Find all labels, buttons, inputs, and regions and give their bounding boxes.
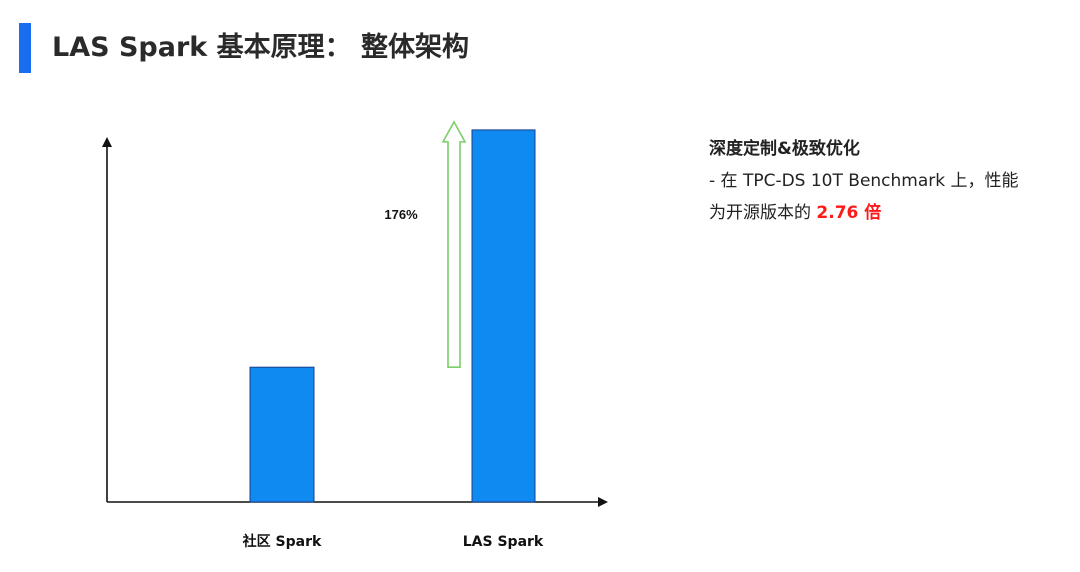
increase-annotation-label: 176% bbox=[384, 207, 418, 222]
x-tick-label-las-spark: LAS Spark bbox=[463, 534, 544, 550]
speedup-highlight: 2.76 倍 bbox=[816, 203, 882, 223]
description-line-2-prefix: 为开源版本的 bbox=[709, 203, 817, 223]
bar-chart: 176% 社区 Spark LAS Spark bbox=[102, 120, 608, 550]
description-line-2: 为开源版本的 2.76 倍 bbox=[709, 197, 1069, 229]
description-panel: 深度定制&极致优化 - 在 TPC-DS 10T Benchmark 上，性能 … bbox=[709, 133, 1069, 229]
description-heading: 深度定制&极致优化 bbox=[709, 139, 860, 159]
increase-arrow-icon bbox=[441, 120, 467, 368]
description-line-1: - 在 TPC-DS 10T Benchmark 上，性能 bbox=[709, 171, 1019, 191]
bar-las-spark bbox=[471, 129, 536, 503]
title-accent-bar bbox=[19, 23, 31, 73]
page-title: LAS Spark 基本原理： 整体架构 bbox=[52, 32, 470, 63]
x-tick-label-community-spark: 社区 Spark bbox=[242, 533, 322, 550]
bar-community-spark bbox=[249, 366, 315, 503]
